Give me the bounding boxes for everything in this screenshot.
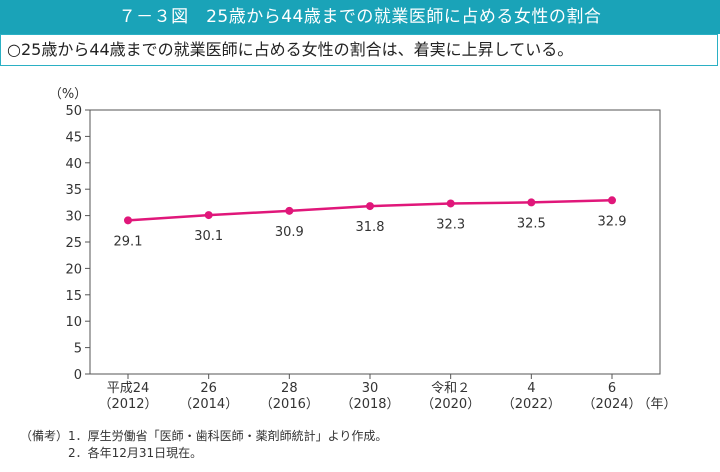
plot-frame — [89, 109, 661, 375]
y-tick-label: 25 — [65, 236, 82, 251]
y-tick-label: 45 — [65, 130, 82, 145]
x-tick-label-year: （2018） — [340, 397, 399, 412]
x-tick-label-era: 6 — [608, 381, 616, 396]
note-item-2: 2．各年12月31日現在。 — [68, 446, 203, 460]
data-point — [285, 206, 294, 215]
x-tick-label-year: （2016） — [260, 397, 319, 412]
x-tick-label-era: 28 — [281, 381, 298, 396]
data-label: 31.8 — [356, 220, 385, 235]
figure-summary: ○25歳から44歳までの就業医師に占める女性の割合は、着実に上昇している。 — [0, 34, 718, 66]
x-tick-label-era: 30 — [362, 381, 379, 396]
data-point — [608, 196, 616, 205]
x-tick-label-era: 令和２ — [431, 381, 470, 396]
y-tick-label: 10 — [65, 315, 82, 330]
y-tick-label: 50 — [65, 104, 82, 119]
data-point — [124, 216, 132, 225]
data-label: 30.9 — [275, 225, 304, 240]
data-label: 30.1 — [194, 229, 223, 244]
y-tick-label: 30 — [65, 210, 82, 225]
y-tick-label: 0 — [74, 368, 82, 383]
data-label: 29.1 — [114, 234, 143, 249]
data-point — [366, 202, 374, 211]
x-tick-label-year: （2014） — [179, 397, 238, 412]
y-axis-unit: （%） — [49, 87, 87, 102]
y-tick-label: 35 — [65, 183, 82, 198]
note-item-1: 1．厚生労働省「医師・歯科医師・薬剤師統計」より作成。 — [68, 429, 388, 443]
x-tick-label-year: （2012） — [98, 397, 157, 412]
x-tick-label-year: （2024） — [582, 397, 641, 412]
x-tick-label-year: （2022） — [502, 397, 561, 412]
x-tick-label-year: （2020） — [421, 397, 480, 412]
data-label: 32.5 — [517, 216, 546, 231]
x-axis-unit: （年） — [637, 397, 676, 412]
chart-area: （%） （年） 0 5 10 15 20 25 30 35 40 45 50 平成24 （2012） 26… — [0, 80, 720, 420]
y-tick-label: 15 — [65, 289, 82, 304]
notes-label: （備考） — [20, 429, 69, 443]
x-tick-label-era: 26 — [200, 381, 217, 396]
notes: （備考）1．厚生労働省「医師・歯科医師・薬剤師統計」より作成。 2．各年12月3… — [20, 428, 387, 462]
y-tick-label: 5 — [74, 342, 82, 357]
note-row-1: （備考）1．厚生労働省「医師・歯科医師・薬剤師統計」より作成。 — [20, 428, 387, 445]
data-label: 32.3 — [436, 217, 465, 232]
data-point — [204, 211, 213, 220]
x-tick-label-era: 4 — [527, 381, 535, 396]
note-row-2: 2．各年12月31日現在。 — [20, 445, 387, 462]
x-tick-label-era: 平成24 — [107, 381, 150, 396]
data-label: 32.9 — [598, 214, 627, 229]
data-point — [446, 199, 455, 208]
data-point — [527, 198, 536, 207]
y-tick-label: 40 — [65, 157, 82, 172]
y-tick-label: 20 — [65, 262, 82, 277]
figure-title: ７－３図 25歳から44歳までの就業医師に占める女性の割合 — [0, 0, 720, 34]
line-chart: （%） （年） 0 5 10 15 20 25 30 35 40 45 50 平成24（2012） 26… — [49, 87, 677, 412]
